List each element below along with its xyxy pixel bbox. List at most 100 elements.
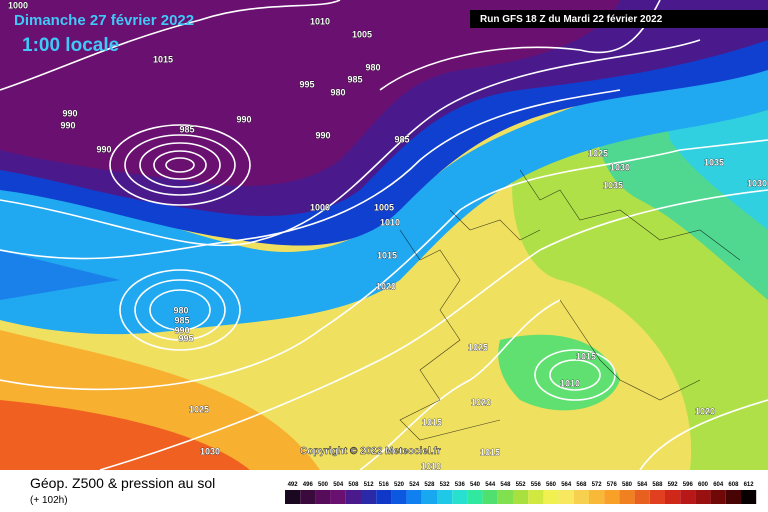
legend-swatch xyxy=(497,490,513,504)
isobar-label: 990 xyxy=(174,325,189,335)
legend-label: 604 xyxy=(713,482,724,488)
legend-label: 516 xyxy=(379,482,390,488)
isobar-label: 1010 xyxy=(380,217,400,227)
legend-swatch xyxy=(604,490,620,504)
legend-swatch xyxy=(285,490,301,504)
legend-swatch xyxy=(589,490,605,504)
legend-label: 592 xyxy=(668,482,679,488)
legend-swatch xyxy=(437,490,453,504)
legend-label: 564 xyxy=(561,482,572,488)
isobar-label: 1015 xyxy=(576,351,596,361)
legend-swatch xyxy=(695,490,711,504)
legend-label: 580 xyxy=(622,482,633,488)
legend-label: 524 xyxy=(409,482,420,488)
legend-swatch xyxy=(391,490,407,504)
legend-label: 612 xyxy=(744,482,755,488)
run-info: Run GFS 18 Z du Mardi 22 février 2022 xyxy=(480,14,663,25)
isobar-label: 985 xyxy=(394,134,409,144)
legend-swatch xyxy=(452,490,468,504)
legend-swatch xyxy=(558,490,574,504)
isobar-label: 1000 xyxy=(8,0,28,10)
isobar-label: 1025 xyxy=(588,148,608,158)
forecast-time: 1:00 locale xyxy=(22,35,119,56)
legend-label: 520 xyxy=(394,482,405,488)
isobar-label: 1030 xyxy=(747,178,767,188)
legend-swatch xyxy=(361,490,377,504)
legend-swatch xyxy=(300,490,316,504)
legend-label: 536 xyxy=(455,482,466,488)
map-field xyxy=(0,0,768,470)
legend-label: 560 xyxy=(546,482,557,488)
legend-swatch xyxy=(406,490,422,504)
isobar-label: 990 xyxy=(60,120,75,130)
legend-swatch xyxy=(649,490,665,504)
legend-swatch xyxy=(513,490,529,504)
legend-swatch xyxy=(528,490,544,504)
copyright: Copyright © 2022 Meteociel.fr xyxy=(300,446,441,457)
isobar-label: 980 xyxy=(173,305,188,315)
legend-swatch xyxy=(376,490,392,504)
run-banner xyxy=(470,10,768,28)
legend-label: 508 xyxy=(348,482,359,488)
isobar-label: 1005 xyxy=(374,202,394,212)
coastlines xyxy=(399,169,741,441)
legend-label: 544 xyxy=(485,482,496,488)
isobars xyxy=(0,0,768,470)
legend-label: 556 xyxy=(531,482,542,488)
isobar-label: 980 xyxy=(365,62,380,72)
legend-label: 608 xyxy=(728,482,739,488)
isobar-label: 1035 xyxy=(603,180,623,190)
legend-swatch xyxy=(665,490,681,504)
isobar-label: 990 xyxy=(236,114,251,124)
legend-swatch xyxy=(421,490,437,504)
isobar-label: 990 xyxy=(62,108,77,118)
legend-swatch xyxy=(725,490,741,504)
legend-label: 532 xyxy=(440,482,451,488)
legend-label: 540 xyxy=(470,482,481,488)
legend-swatch xyxy=(345,490,361,504)
isobar-label: 1020 xyxy=(376,281,396,291)
legend-label: 584 xyxy=(637,482,648,488)
isobar-label: 1000 xyxy=(310,202,330,212)
isobar-label: 1010 xyxy=(421,461,441,471)
isobar-label: 1015 xyxy=(377,250,397,260)
isobar-label: 1015 xyxy=(480,447,500,457)
forecast-date: Dimanche 27 février 2022 xyxy=(14,12,194,29)
footer-title: Géop. Z500 & pression au sol xyxy=(30,475,215,491)
isobar-label: 1010 xyxy=(310,16,330,26)
isobar-label: 1035 xyxy=(704,157,724,167)
isobar-label: 1020 xyxy=(471,397,491,407)
isobar-label: 1030 xyxy=(200,446,220,456)
isobar-label: 990 xyxy=(96,144,111,154)
legend-label: 552 xyxy=(516,482,527,488)
isobar-label: 1005 xyxy=(352,29,372,39)
legend-swatch xyxy=(315,490,331,504)
isobar-label: 1030 xyxy=(610,162,630,172)
legend-label: 596 xyxy=(683,482,694,488)
isobar-label: 985 xyxy=(174,315,189,325)
isobar-label: 1015 xyxy=(153,54,173,64)
isobar-label: 1025 xyxy=(189,404,209,414)
legend-swatch xyxy=(741,490,757,504)
legend-label: 528 xyxy=(424,482,435,488)
isobar-label: 980 xyxy=(330,87,345,97)
legend-swatch xyxy=(543,490,559,504)
legend-swatch xyxy=(619,490,635,504)
legend-label: 504 xyxy=(333,482,344,488)
legend-label: 512 xyxy=(364,482,375,488)
legend-label: 492 xyxy=(288,482,299,488)
legend-swatch xyxy=(680,490,696,504)
isobar-label: 1020 xyxy=(695,406,715,416)
legend-label: 588 xyxy=(652,482,663,488)
legend-label: 500 xyxy=(318,482,329,488)
isobar-label: 995 xyxy=(178,333,193,343)
legend-label: 568 xyxy=(576,482,587,488)
legend-swatch xyxy=(710,490,726,504)
isobar-label: 985 xyxy=(179,124,194,134)
legend-swatch xyxy=(634,490,650,504)
legend-swatch xyxy=(482,490,498,504)
legend-swatch xyxy=(573,490,589,504)
isobar-label: 1015 xyxy=(422,417,442,427)
